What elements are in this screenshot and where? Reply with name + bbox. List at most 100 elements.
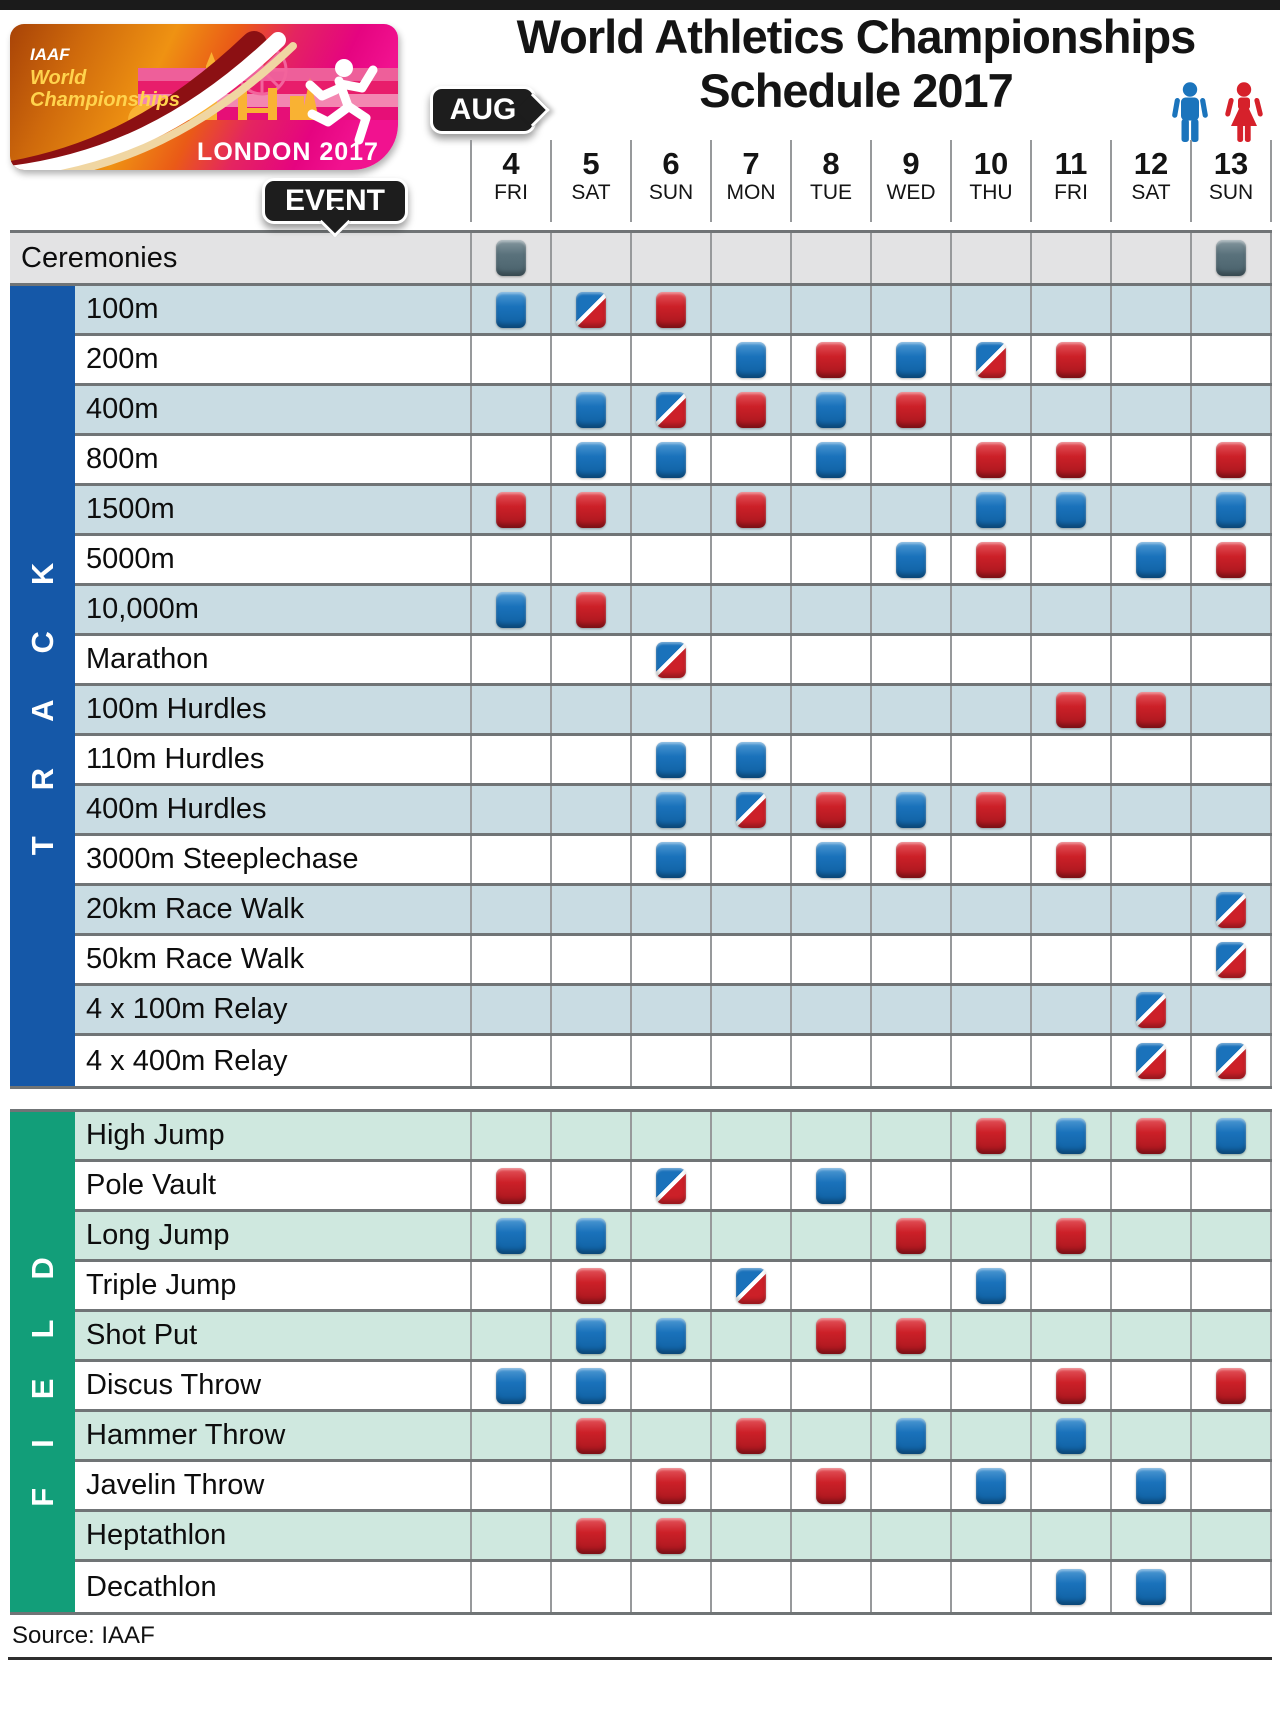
cell-110m-hurdles-aug12 — [1110, 736, 1190, 783]
marker-men — [1056, 1569, 1086, 1605]
row-decathlon: Decathlon — [75, 1562, 1272, 1612]
section-track: TRACK 100m 200m 400m 800m 1500m 5000m 10,000m Ma… — [10, 286, 1272, 1089]
row-javelin-throw: Javelin Throw — [75, 1462, 1272, 1512]
cell-javelin-throw-aug9 — [870, 1462, 950, 1509]
cell-ceremonies-aug7 — [710, 233, 790, 283]
cells-400m — [470, 386, 1272, 433]
logo-runner-icon — [305, 59, 378, 145]
cell-high-jump-aug11 — [1030, 1112, 1110, 1159]
day-name: THU — [969, 181, 1013, 204]
marker-women — [736, 391, 766, 428]
cell-decathlon-aug5 — [550, 1562, 630, 1612]
marker-women — [1056, 1367, 1086, 1404]
cell-javelin-throw-aug12 — [1110, 1462, 1190, 1509]
cell-heptathlon-aug4 — [470, 1512, 550, 1559]
cell-400m-aug12 — [1110, 386, 1190, 433]
cell-10-000m-aug13 — [1190, 586, 1270, 633]
cell-marathon-aug7 — [710, 636, 790, 683]
cell-100m-aug6 — [630, 286, 710, 333]
cell-shot-put-aug12 — [1110, 1312, 1190, 1359]
marker-both — [1136, 991, 1166, 1028]
logo-swoosh — [10, 31, 297, 170]
header: IAAF World Championships LONDON 2017 Wor… — [0, 10, 1280, 230]
cell-shot-put-aug11 — [1030, 1312, 1110, 1359]
marker-men — [1056, 1417, 1086, 1454]
cell-400m-hurdles-aug9 — [870, 786, 950, 833]
marker-men — [496, 591, 526, 628]
cell-4-x-400m-relay-aug12 — [1110, 1036, 1190, 1086]
cell-100m-hurdles-aug10 — [950, 686, 1030, 733]
cell-4-x-100m-relay-aug12 — [1110, 986, 1190, 1033]
cell-4-x-400m-relay-aug10 — [950, 1036, 1030, 1086]
cell-100m-aug8 — [790, 286, 870, 333]
cell-4-x-100m-relay-aug11 — [1030, 986, 1110, 1033]
cell-110m-hurdles-aug6 — [630, 736, 710, 783]
cell-50km-race-walk-aug7 — [710, 936, 790, 983]
cell-50km-race-walk-aug6 — [630, 936, 710, 983]
marker-both — [1216, 891, 1246, 928]
cell-decathlon-aug10 — [950, 1562, 1030, 1612]
cell-4-x-100m-relay-aug7 — [710, 986, 790, 1033]
marker-men — [736, 341, 766, 378]
row-3000m-steeplechase: 3000m Steeplechase — [75, 836, 1272, 886]
marker-men — [1056, 491, 1086, 528]
marker-women — [816, 791, 846, 828]
cell-ceremonies-aug11 — [1030, 233, 1110, 283]
cell-shot-put-aug13 — [1190, 1312, 1270, 1359]
day-header-5: 5 SAT — [550, 140, 630, 222]
cell-pole-vault-aug4 — [470, 1162, 550, 1209]
cell-800m-aug10 — [950, 436, 1030, 483]
marker-men — [896, 1417, 926, 1454]
cell-3000m-steeplechase-aug12 — [1110, 836, 1190, 883]
cell-hammer-throw-aug5 — [550, 1412, 630, 1459]
cell-high-jump-aug12 — [1110, 1112, 1190, 1159]
cell-110m-hurdles-aug11 — [1030, 736, 1110, 783]
row-marathon: Marathon — [75, 636, 1272, 686]
marker-women — [896, 841, 926, 878]
row-4-x-400m-relay: 4 x 400m Relay — [75, 1036, 1272, 1086]
cell-marathon-aug4 — [470, 636, 550, 683]
gender-legend — [1170, 82, 1266, 149]
cell-decathlon-aug12 — [1110, 1562, 1190, 1612]
cell-100m-hurdles-aug12 — [1110, 686, 1190, 733]
cell-50km-race-walk-aug8 — [790, 936, 870, 983]
marker-men — [496, 291, 526, 328]
cell-hammer-throw-aug9 — [870, 1412, 950, 1459]
row-1500m: 1500m — [75, 486, 1272, 536]
day-name: SAT — [1131, 181, 1171, 204]
cells-1500m — [470, 486, 1272, 533]
day-number: 4 — [502, 146, 520, 181]
row-100m: 100m — [75, 286, 1272, 336]
marker-both — [1216, 1043, 1246, 1079]
row-label-4-x-100m-relay: 4 x 100m Relay — [86, 993, 288, 1025]
cell-200m-aug6 — [630, 336, 710, 383]
sidebar-field: FIELD — [10, 1112, 75, 1612]
day-name: WED — [886, 181, 936, 204]
cell-800m-aug5 — [550, 436, 630, 483]
cell-high-jump-aug7 — [710, 1112, 790, 1159]
cell-hammer-throw-aug13 — [1190, 1412, 1270, 1459]
cell-triple-jump-aug12 — [1110, 1262, 1190, 1309]
cell-100m-aug7 — [710, 286, 790, 333]
cell-100m-hurdles-aug13 — [1190, 686, 1270, 733]
cell-100m-hurdles-aug5 — [550, 686, 630, 733]
cell-triple-jump-aug6 — [630, 1262, 710, 1309]
row-label-200m: 200m — [86, 343, 159, 375]
cell-triple-jump-aug5 — [550, 1262, 630, 1309]
cell-shot-put-aug10 — [950, 1312, 1030, 1359]
row-ceremonies: Ceremonies — [10, 233, 1272, 283]
cell-1500m-aug12 — [1110, 486, 1190, 533]
cell-5000m-aug6 — [630, 536, 710, 583]
cell-discus-throw-aug12 — [1110, 1362, 1190, 1409]
cell-20km-race-walk-aug5 — [550, 886, 630, 933]
marker-women — [1216, 441, 1246, 478]
cell-110m-hurdles-aug13 — [1190, 736, 1270, 783]
cell-heptathlon-aug10 — [950, 1512, 1030, 1559]
cell-400m-aug9 — [870, 386, 950, 433]
cell-5000m-aug4 — [470, 536, 550, 583]
day-headers: 4 FRI 5 SAT 6 SUN 7 MON 8 TUE 9 WED 10 THU 11 FRI 12 SAT 1… — [470, 140, 1272, 222]
cell-long-jump-aug5 — [550, 1212, 630, 1259]
day-header-9: 9 WED — [870, 140, 950, 222]
marker-men — [656, 741, 686, 778]
cells-50km-race-walk — [470, 936, 1272, 983]
